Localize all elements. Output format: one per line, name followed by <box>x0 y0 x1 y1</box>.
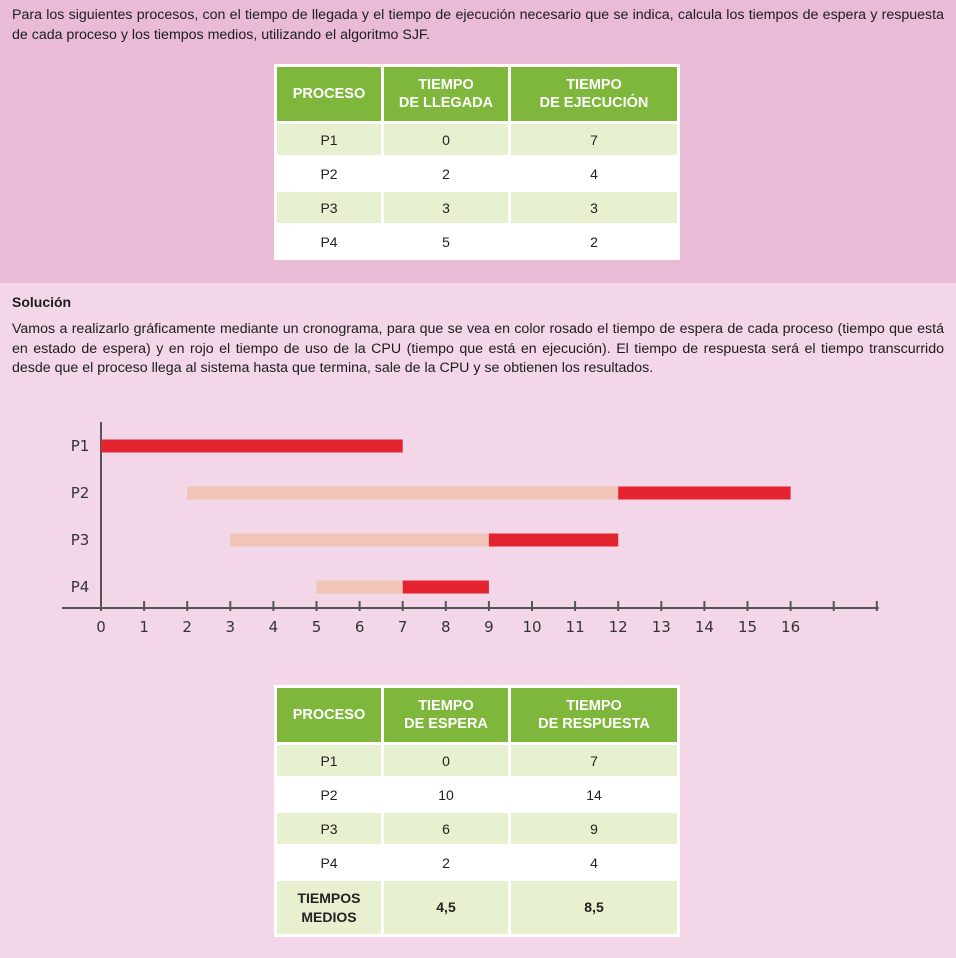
exercise-statement: Para los siguientes procesos, con el tie… <box>12 7 944 43</box>
x-tick-label: 0 <box>96 618 106 636</box>
x-tick-label: 7 <box>398 618 408 636</box>
x-tick-label: 12 <box>609 618 628 636</box>
cell-wait: 10 <box>384 779 508 810</box>
cell-response: 9 <box>511 813 677 844</box>
table-row: P2 2 4 <box>277 158 677 189</box>
running-bar <box>618 486 791 500</box>
x-tick-label: 8 <box>441 618 451 636</box>
solution-text: Vamos a realizarlo gráficamente mediante… <box>12 321 944 376</box>
cell-process: P1 <box>277 124 381 155</box>
process-label: P1 <box>71 437 90 455</box>
x-tick-label: 10 <box>522 618 541 636</box>
process-label: P3 <box>71 531 90 549</box>
x-tick-label: 11 <box>566 618 585 636</box>
cell-arrival: 0 <box>384 124 508 155</box>
header-tiempo-respuesta: TIEMPO DE RESPUESTA <box>511 688 677 742</box>
running-bar <box>402 580 489 594</box>
table-row: P2 10 14 <box>277 779 677 810</box>
table-row: P1 0 7 <box>277 124 677 155</box>
x-tick-label: 15 <box>738 618 757 636</box>
table-row: P1 0 7 <box>277 745 677 776</box>
x-tick-label: 3 <box>226 618 236 636</box>
x-tick-label: 14 <box>695 618 714 636</box>
cell-process: P1 <box>277 745 381 776</box>
average-row: TIEMPOS MEDIOS 4,5 8,5 <box>277 881 677 934</box>
cell-burst: 2 <box>511 226 677 257</box>
cell-average-label: TIEMPOS MEDIOS <box>277 881 381 934</box>
cell-response: 4 <box>511 847 677 878</box>
header-tiempo-espera: TIEMPO DE ESPERA <box>384 688 508 742</box>
cell-burst: 7 <box>511 124 677 155</box>
cell-process: P2 <box>277 158 381 189</box>
x-tick-label: 4 <box>269 618 279 636</box>
waiting-bar <box>187 486 619 500</box>
x-tick-label: 9 <box>484 618 494 636</box>
x-tick-label: 1 <box>139 618 149 636</box>
x-tick-label: 2 <box>182 618 192 636</box>
cell-average-wait: 4,5 <box>384 881 508 934</box>
header-tiempo-llegada: TIEMPO DE LLEGADA <box>384 67 508 121</box>
x-tick-label: 16 <box>781 618 800 636</box>
header-proceso: PROCESO <box>277 688 381 742</box>
cell-average-response: 8,5 <box>511 881 677 934</box>
input-table: PROCESO TIEMPO DE LLEGADA TIEMPO DE EJECUC… <box>274 64 680 260</box>
waiting-bar <box>316 580 403 594</box>
x-tick-label: 6 <box>355 618 365 636</box>
table-row: P3 3 3 <box>277 192 677 223</box>
cell-burst: 4 <box>511 158 677 189</box>
header-proceso: PROCESO <box>277 67 381 121</box>
result-table: PROCESO TIEMPO DE ESPERA TIEMPO DE RESPUES… <box>274 685 680 937</box>
cell-response: 14 <box>511 779 677 810</box>
x-tick-label: 5 <box>312 618 322 636</box>
cell-arrival: 3 <box>384 192 508 223</box>
table-row: P3 6 9 <box>277 813 677 844</box>
solution-heading: Solución <box>12 294 72 310</box>
cell-wait: 0 <box>384 745 508 776</box>
table-header-row: PROCESO TIEMPO DE ESPERA TIEMPO DE RESPUES… <box>277 688 677 742</box>
cell-wait: 2 <box>384 847 508 878</box>
cell-wait: 6 <box>384 813 508 844</box>
cell-process: P4 <box>277 226 381 257</box>
x-tick-label: 13 <box>652 618 671 636</box>
cell-arrival: 2 <box>384 158 508 189</box>
cell-process: P4 <box>277 847 381 878</box>
process-label: P2 <box>71 484 90 502</box>
running-bar <box>488 533 619 547</box>
cell-process: P3 <box>277 813 381 844</box>
waiting-bar <box>230 533 489 547</box>
table-row: P4 2 4 <box>277 847 677 878</box>
table-header-row: PROCESO TIEMPO DE LLEGADA TIEMPO DE EJECUC… <box>277 67 677 121</box>
process-label: P4 <box>71 578 90 596</box>
cell-arrival: 5 <box>384 226 508 257</box>
cell-burst: 3 <box>511 192 677 223</box>
cell-response: 7 <box>511 745 677 776</box>
cell-process: P2 <box>277 779 381 810</box>
cell-process: P3 <box>277 192 381 223</box>
running-bar <box>101 439 403 453</box>
header-tiempo-ejecucion: TIEMPO DE EJECUCIÓN <box>511 67 677 121</box>
table-row: P4 5 2 <box>277 226 677 257</box>
